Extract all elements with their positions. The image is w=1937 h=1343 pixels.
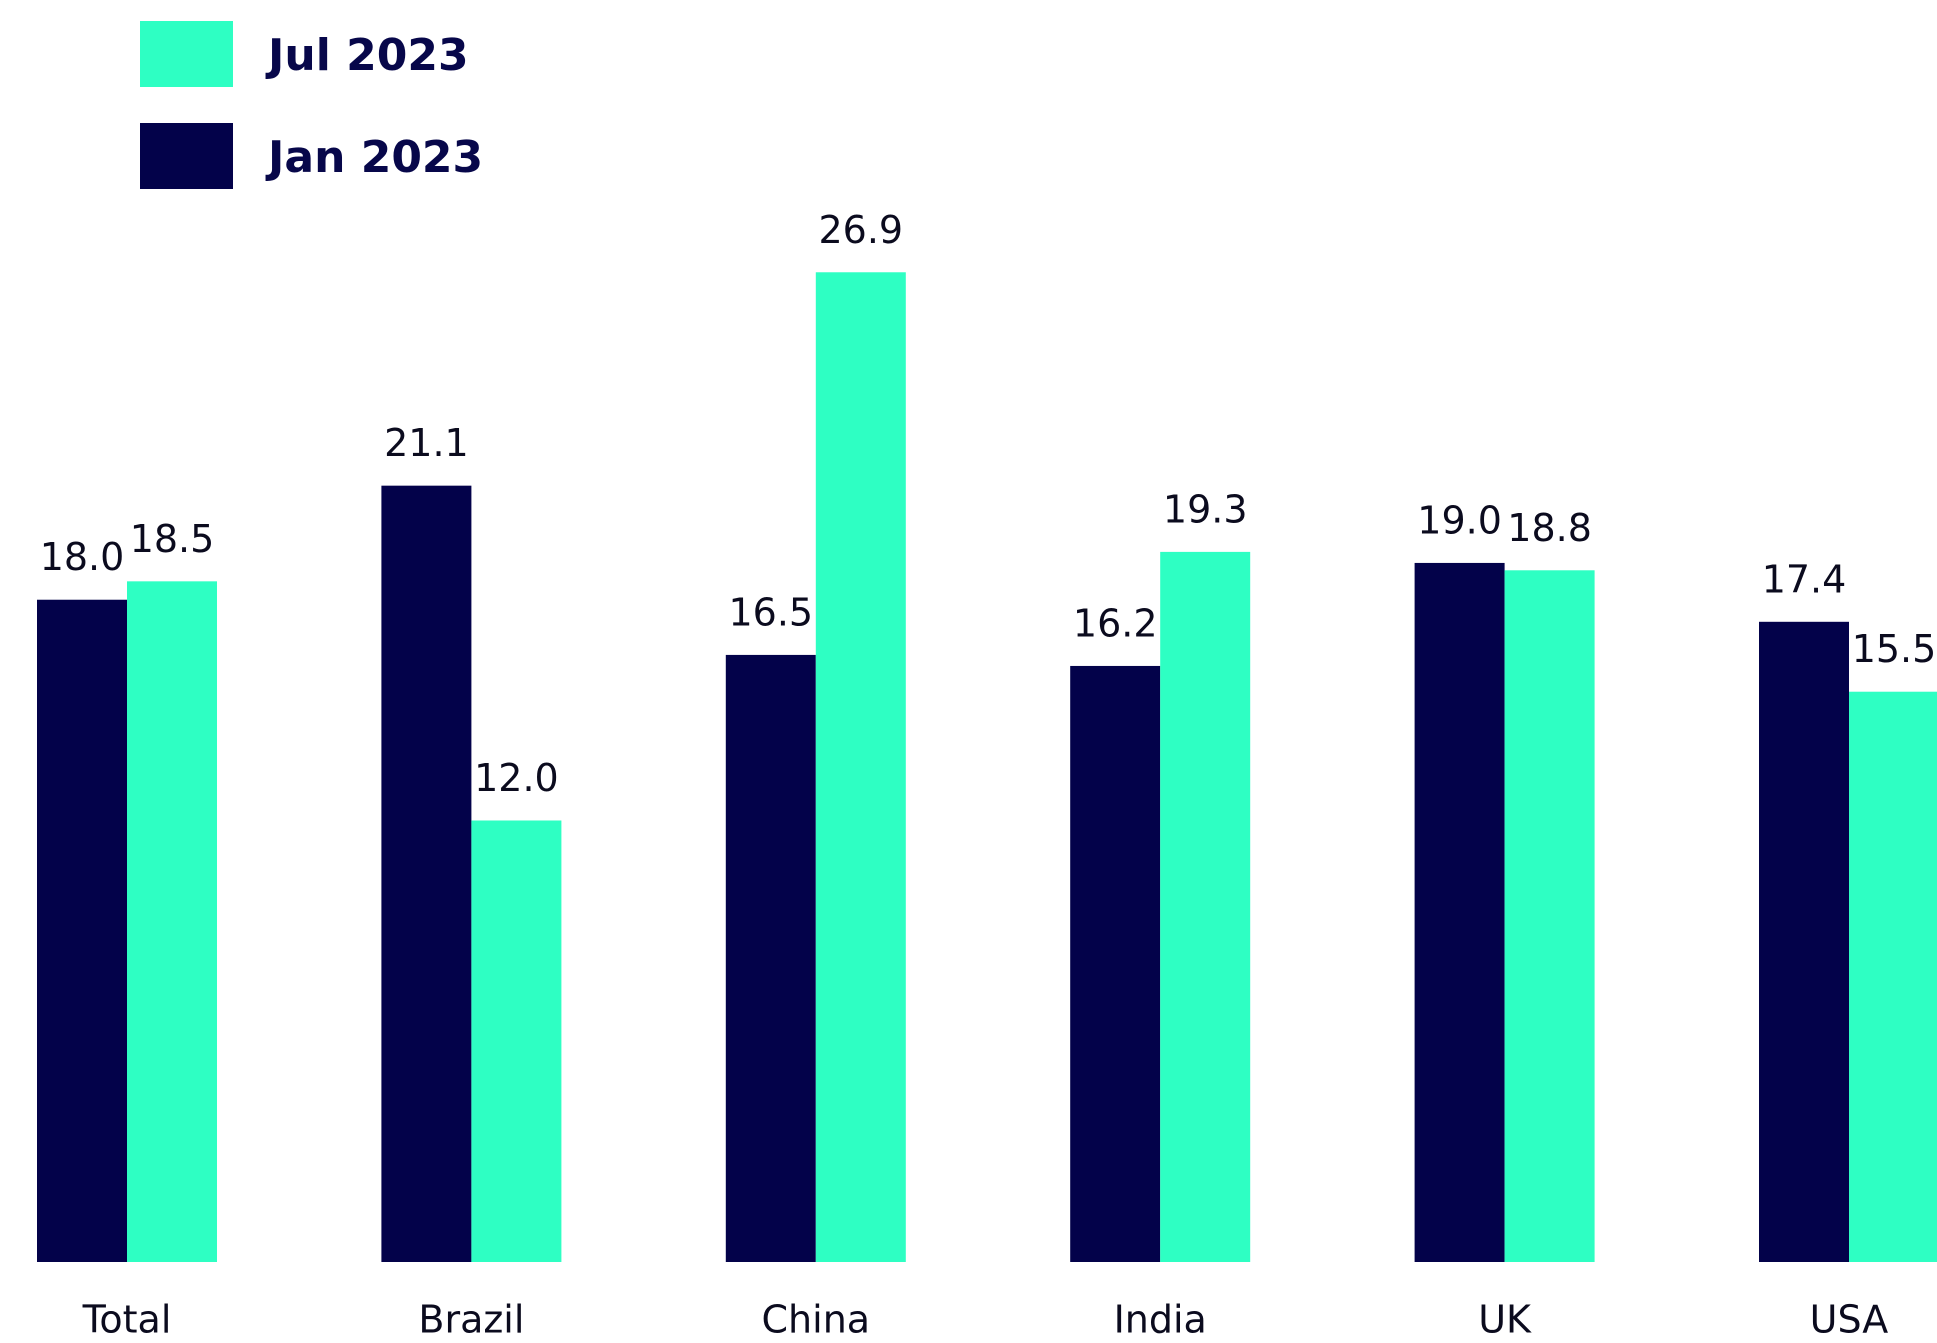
value-label: 18.5 <box>130 517 215 561</box>
bar <box>1759 621 1849 1262</box>
legend-label: Jan 2023 <box>265 132 483 183</box>
bar <box>1504 570 1595 1262</box>
bar <box>1160 551 1251 1262</box>
x-tick-label: UK <box>1478 1298 1532 1342</box>
legend-label: Jul 2023 <box>265 30 469 81</box>
bar <box>37 599 127 1262</box>
value-label: 16.5 <box>728 590 813 634</box>
value-label: 15.5 <box>1852 627 1937 671</box>
bar <box>725 654 816 1262</box>
value-label: 18.0 <box>40 535 125 579</box>
legend-swatch <box>140 21 233 87</box>
bar <box>1070 665 1161 1262</box>
x-tick-label: USA <box>1810 1298 1889 1342</box>
x-tick-label: Total <box>82 1298 172 1342</box>
bar <box>471 820 562 1262</box>
value-label: 21.1 <box>384 421 469 465</box>
bar <box>1414 562 1505 1262</box>
value-label: 26.9 <box>818 208 903 252</box>
bar <box>381 485 472 1263</box>
x-tick-label: China <box>762 1298 871 1342</box>
value-label: 17.4 <box>1762 557 1847 601</box>
value-label: 19.3 <box>1163 487 1248 531</box>
x-tick-label: India <box>1114 1298 1207 1342</box>
value-label: 19.0 <box>1417 498 1502 542</box>
value-label: 16.2 <box>1073 601 1158 645</box>
x-tick-label: Brazil <box>418 1298 524 1342</box>
bar <box>1849 691 1937 1262</box>
value-label: 18.8 <box>1507 506 1592 550</box>
legend-swatch <box>140 123 233 189</box>
value-label: 12.0 <box>474 756 559 800</box>
bar <box>127 581 217 1262</box>
bar <box>815 272 906 1263</box>
